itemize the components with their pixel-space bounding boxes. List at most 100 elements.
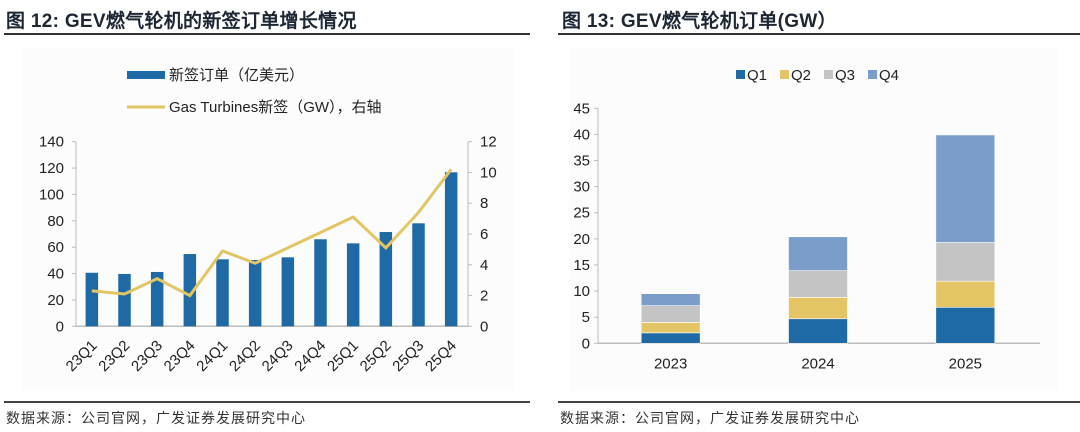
source-note: 数据来源：公司官网，广发证券发展研究中心: [6, 411, 306, 427]
bar-segment-q3: [640, 305, 701, 323]
y-tick-label: 15: [573, 257, 590, 274]
bar-segment-q4: [640, 293, 701, 307]
y-tick-label: 45: [573, 100, 590, 117]
bar-segment-q1: [935, 306, 996, 344]
y-tick-label: 0: [582, 335, 590, 352]
left-y-tick-label: 40: [47, 266, 64, 283]
legend-label-q2: Q2: [791, 67, 811, 84]
y-tick-label: 10: [573, 283, 590, 300]
x-tick-label: 2023: [654, 355, 687, 372]
x-tick-labels: 2023 2024 2025: [654, 355, 982, 372]
x-tick-label: 2025: [949, 355, 982, 372]
chart-panel: [21, 48, 513, 391]
bottom-rule: [558, 401, 1080, 403]
bar: [412, 223, 425, 327]
legend: Q1 Q2 Q3 Q4: [736, 67, 899, 84]
stacked-bars: [640, 134, 996, 344]
bar: [150, 271, 164, 327]
legend-label-bar: 新签订单（亿美元）: [169, 67, 304, 84]
x-tick-label: 23Q4: [161, 337, 199, 375]
x-tick-label: 23Q1: [63, 337, 101, 375]
bar-stack-2025: [935, 134, 996, 344]
bar-segment-q3: [935, 242, 996, 282]
bar-segment-q4: [935, 134, 996, 243]
legend-swatch-q2: [780, 70, 789, 79]
x-tick-label: 24Q3: [259, 337, 297, 375]
axes: 0 5 10 15 20 25 30 35 40 45: [573, 100, 1040, 352]
bar-stack-2023: [640, 293, 701, 344]
x-tick-label: 24Q1: [193, 337, 231, 375]
legend-label-line: Gas Turbines新签（GW），右轴: [169, 99, 382, 116]
x-tick-label: 24Q2: [226, 337, 264, 375]
bar-stack-2024: [788, 236, 848, 344]
y-tick-label: 5: [582, 309, 590, 326]
left-y-tick-label: 100: [39, 186, 64, 203]
bar: [444, 172, 458, 327]
legend-swatch-q3: [824, 70, 833, 79]
bar-segment-q2: [788, 297, 848, 320]
bar: [346, 243, 360, 327]
right-y-tick-label: 4: [480, 257, 488, 274]
bar: [314, 239, 327, 327]
bar-segment-q1: [788, 318, 848, 344]
bar: [379, 232, 393, 327]
bar-segment-q4: [788, 236, 848, 272]
gas-turbine-line: [91, 168, 453, 298]
y-tick-label: 35: [573, 153, 590, 170]
legend-swatch-q1: [736, 70, 745, 79]
x-tick-labels: 23Q123Q223Q323Q424Q124Q224Q324Q425Q125Q2…: [63, 337, 460, 375]
left-y-tick-label: 60: [47, 239, 64, 256]
y-tick-label: 30: [573, 179, 590, 196]
left-y-tick-label: 20: [47, 292, 64, 309]
bar: [248, 259, 262, 327]
source-note: 数据来源：公司官网，广发证券发展研究中心: [560, 411, 860, 427]
right-y-tick-label: 0: [480, 318, 488, 335]
legend-label-q4: Q4: [879, 67, 899, 84]
bar-series: [85, 172, 458, 327]
x-tick-label: 23Q2: [95, 337, 133, 375]
bar: [216, 259, 229, 327]
bar: [281, 257, 295, 327]
figure-12: 图 12: GEV燃气轮机的新签订单增长情况 新签订单（亿美元） Gas Tur…: [0, 0, 530, 432]
x-tick-label: 25Q1: [324, 337, 362, 375]
right-y-tick-label: 12: [480, 134, 497, 151]
legend-swatch-q4: [868, 70, 877, 79]
figure-title: 图 12: GEV燃气轮机的新签订单增长情况: [6, 11, 357, 32]
orders-bar-line-chart: 新签订单（亿美元） Gas Turbines新签（GW），右轴 02040608…: [39, 67, 497, 375]
x-tick-label: 24Q4: [291, 337, 329, 375]
left-y-tick-label: 140: [39, 134, 64, 151]
figure-title: 图 13: GEV燃气轮机订单(GW）: [562, 11, 837, 32]
x-tick-label: 25Q4: [422, 337, 460, 375]
title-rule: [558, 33, 1080, 35]
right-y-tick-label: 10: [480, 164, 497, 181]
y-tick-label: 20: [573, 231, 590, 248]
bar: [118, 273, 131, 327]
right-y-tick-label: 8: [480, 195, 488, 212]
figure-13: 图 13: GEV燃气轮机订单(GW） Q1 Q2 Q3 Q4 0 5 10 15 20 25 3…: [558, 0, 1080, 432]
right-y-tick-label: 2: [480, 288, 488, 305]
legend-label-q1: Q1: [747, 67, 767, 84]
bar-segment-q1: [640, 332, 701, 344]
x-tick-label: 23Q3: [128, 337, 166, 375]
x-tick-label: 25Q2: [357, 337, 395, 375]
axes: 0 20 40 60 80 100 120 140 0 2 4 6 8 10 12: [39, 134, 497, 336]
left-y-tick-label: 0: [56, 318, 64, 335]
bar: [85, 272, 99, 327]
bottom-rule: [4, 401, 530, 403]
bar-segment-q2: [640, 322, 701, 334]
right-y-tick-label: 6: [480, 226, 488, 243]
left-y-tick-label: 80: [47, 213, 64, 230]
legend-swatch-bar: [127, 71, 165, 79]
y-tick-label: 25: [573, 205, 590, 222]
y-tick-label: 40: [573, 126, 590, 143]
line-series: [91, 168, 453, 298]
x-tick-label: 25Q3: [389, 337, 427, 375]
x-tick-label: 2024: [801, 355, 834, 372]
bar-segment-q3: [788, 270, 848, 298]
bar-segment-q2: [935, 280, 996, 308]
title-rule: [4, 33, 530, 35]
legend: 新签订单（亿美元） Gas Turbines新签（GW），右轴: [127, 67, 382, 116]
left-y-tick-label: 120: [39, 160, 64, 177]
bar: [183, 254, 197, 327]
